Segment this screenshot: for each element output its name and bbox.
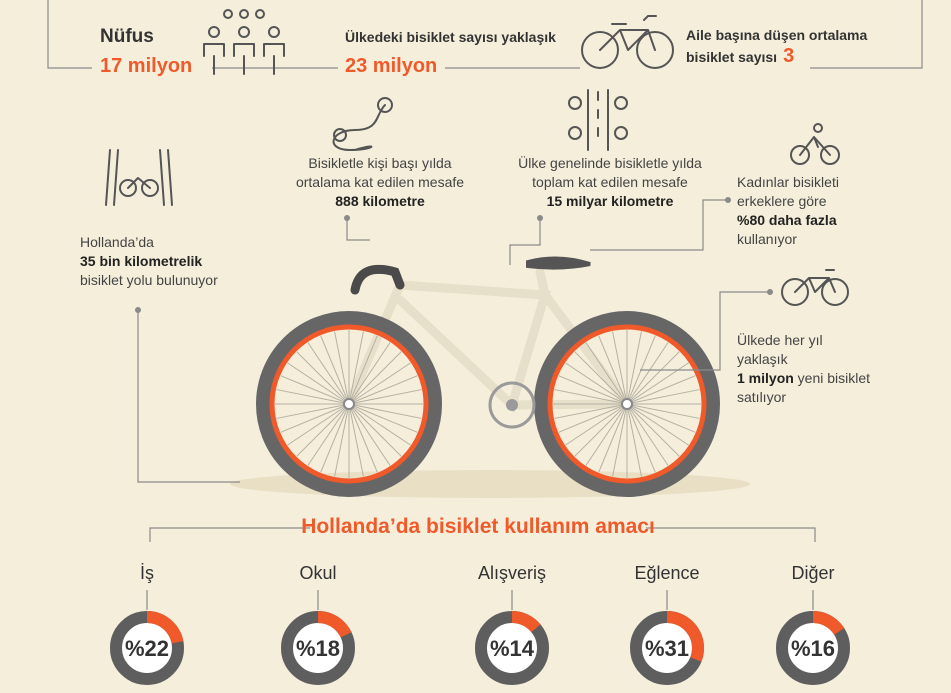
fact-text: Kadınlar bisikleti xyxy=(737,174,839,190)
fact-segment: Hollanda’da xyxy=(80,234,154,250)
header-label: Ülkedeki bisiklet sayısı yaklaşık xyxy=(345,29,556,45)
fact-text: toplam kat edilen mesafe xyxy=(532,174,688,190)
fact-segment: 35 bin kilometrelik xyxy=(80,253,202,269)
fact-text: 35 bin kilometrelik xyxy=(80,253,202,269)
fact-segment: %80 daha fazla xyxy=(737,212,837,228)
fact-segment: 888 kilometre xyxy=(335,193,425,209)
fact-segment: yaklaşık xyxy=(737,351,789,367)
infographic: Hollanda’da bisiklet kullanım amacı Nüfu… xyxy=(0,0,951,693)
hub xyxy=(344,399,354,409)
purpose-name: Alışveriş xyxy=(478,563,546,583)
fact-segment: kullanıyor xyxy=(737,231,797,247)
purpose-name: Okul xyxy=(299,563,336,583)
header-text: Aile başına düşen ortalama xyxy=(686,27,867,43)
fact-text: Hollanda’da xyxy=(80,234,154,250)
purpose-label: %18 xyxy=(296,636,340,661)
purpose-label: %16 xyxy=(791,636,835,661)
header-text: Ülkedeki bisiklet sayısı yaklaşık xyxy=(345,29,556,45)
fact-segment: 1 milyon xyxy=(737,370,794,386)
header-label: Aile başına düşen ortalama xyxy=(686,27,867,43)
fact-segment: Bisikletle kişi başı yılda xyxy=(308,155,451,171)
fact-text: erkeklere göre xyxy=(737,193,827,209)
fact-text: Ülkede her yıl xyxy=(737,331,823,348)
header-text: Nüfus xyxy=(100,26,154,47)
fact-segment: yeni bisiklet xyxy=(794,370,870,386)
header-text: 17 milyon xyxy=(100,55,192,77)
purpose-label: %31 xyxy=(645,636,689,661)
purpose-label: %22 xyxy=(125,636,169,661)
purpose-name: Eğlence xyxy=(634,563,699,583)
fact-segment: ortalama kat edilen mesafe xyxy=(296,174,464,190)
fact-segment: satılıyor xyxy=(737,389,786,405)
header-value: 23 milyon xyxy=(345,55,437,77)
fact-segment: toplam kat edilen mesafe xyxy=(532,174,688,190)
fact-segment: Ülkede her yıl xyxy=(737,331,823,348)
header-label: Nüfus xyxy=(100,26,154,47)
section-title: Hollanda’da bisiklet kullanım amacı xyxy=(301,515,655,538)
header-text: 23 milyon xyxy=(345,55,437,77)
fact-text: Ülke genelinde bisikletle yılda xyxy=(518,154,702,171)
fact-text: ortalama kat edilen mesafe xyxy=(296,174,464,190)
purpose-name: İş xyxy=(140,563,154,583)
purpose-name: Diğer xyxy=(791,563,834,583)
fact-segment: bisiklet yolu bulunuyor xyxy=(80,272,218,288)
purpose-label: %14 xyxy=(490,636,535,661)
fact-text: yaklaşık xyxy=(737,351,789,367)
fact-text: 1 milyon yeni bisiklet xyxy=(737,370,870,386)
fact-segment: Kadınlar bisikleti xyxy=(737,174,839,190)
fact-text: Bisikletle kişi başı yılda xyxy=(308,155,451,171)
fact-text: kullanıyor xyxy=(737,231,797,247)
hub xyxy=(622,399,632,409)
fact-text: 15 milyar kilometre xyxy=(547,193,674,209)
header-label: bisiklet sayısı xyxy=(686,49,777,65)
fact-segment: Ülke genelinde bisikletle yılda xyxy=(518,154,702,171)
fact-text: satılıyor xyxy=(737,389,786,405)
header-value: 17 milyon xyxy=(100,55,192,77)
fact-segment: 15 milyar kilometre xyxy=(547,193,674,209)
fact-segment: erkeklere göre xyxy=(737,193,827,209)
fact-text: 888 kilometre xyxy=(335,193,425,209)
fact-text: %80 daha fazla xyxy=(737,212,837,228)
fact-text: bisiklet yolu bulunuyor xyxy=(80,272,218,288)
header-value: 3 xyxy=(783,45,794,67)
